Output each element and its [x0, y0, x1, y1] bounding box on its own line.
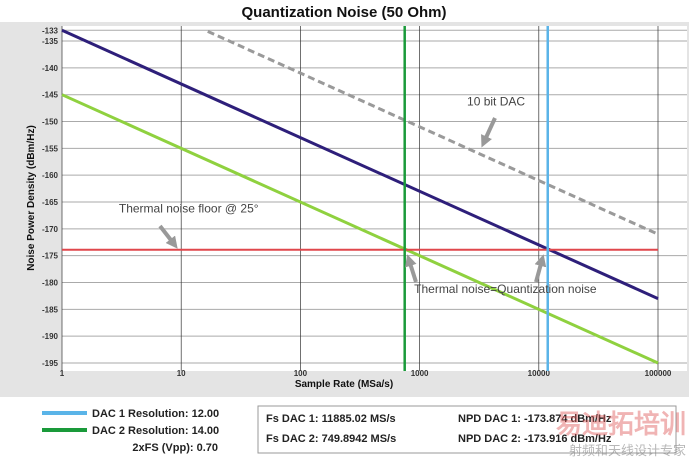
y-tick-label: -165 [42, 198, 59, 207]
x-tick-label: 1000 [411, 369, 429, 378]
y-tick-label: -133 [42, 26, 59, 35]
x-tick-label: 100 [294, 369, 308, 378]
annotation-arrow [405, 254, 418, 283]
y-tick-label: -195 [42, 359, 59, 368]
x-axis-label: Sample Rate (MSa/s) [295, 379, 393, 390]
watermark-logo: 易迪拓培训 [556, 409, 686, 439]
x-tick-label: 10000 [528, 369, 551, 378]
y-tick-label: -160 [42, 171, 59, 180]
y-tick-label: -175 [42, 252, 59, 261]
plot-area [62, 26, 687, 371]
chart-title: Quantization Noise (50 Ohm) [241, 4, 446, 21]
y-tick-label: -170 [42, 225, 59, 234]
x-tick-label: 1 [60, 369, 65, 378]
x-tick-label: 100000 [645, 369, 672, 378]
y-tick-label: -135 [42, 37, 59, 46]
y-tick-label: -190 [42, 332, 59, 341]
readout-fs-dac2: Fs DAC 2: 749.8942 MS/s [266, 433, 396, 445]
legend-swatch-dac1 [42, 411, 87, 415]
y-tick-label: -145 [42, 91, 59, 100]
annotation-arrow [481, 117, 497, 148]
y-axis-label: Noise Power Density (dBm/Hz) [26, 125, 37, 271]
legend-fs-vpp: 2xFS (Vpp): 0.70 [132, 442, 218, 454]
annotation-text: 10 bit DAC [467, 94, 525, 108]
y-tick-label: -185 [42, 305, 59, 314]
y-tick-label: -150 [42, 118, 59, 127]
x-tick-label: 10 [177, 369, 186, 378]
readout-npd-dac1: NPD DAC 1: -173.874 dBm/Hz [458, 413, 612, 425]
annotation-text: Thermal noise floor @ 25° [119, 202, 259, 216]
y-tick-label: -155 [42, 144, 59, 153]
annotation-arrow [158, 224, 178, 249]
annotation-arrow [534, 254, 547, 283]
annotation-text: Thermal noise=Quantization noise [414, 282, 597, 296]
series-line-dac10 [207, 30, 659, 236]
legend-label-dac1: DAC 1 Resolution: 12.00 [92, 408, 219, 420]
readout-box [257, 405, 677, 454]
y-tick-label: -140 [42, 64, 59, 73]
y-tick-label: -180 [42, 279, 59, 288]
readout-fs-dac1: Fs DAC 1: 11885.02 MS/s [266, 413, 396, 425]
series-line-dac1 [61, 28, 659, 300]
legend-label-dac2: DAC 2 Resolution: 14.00 [92, 425, 219, 437]
legend-swatch-dac2 [42, 428, 87, 432]
readout-npd-dac2: NPD DAC 2: -173.916 dBm/Hz [458, 433, 612, 445]
watermark-tagline: 射频和天线设计专家 [569, 443, 686, 458]
series-line-dac2 [61, 93, 659, 365]
